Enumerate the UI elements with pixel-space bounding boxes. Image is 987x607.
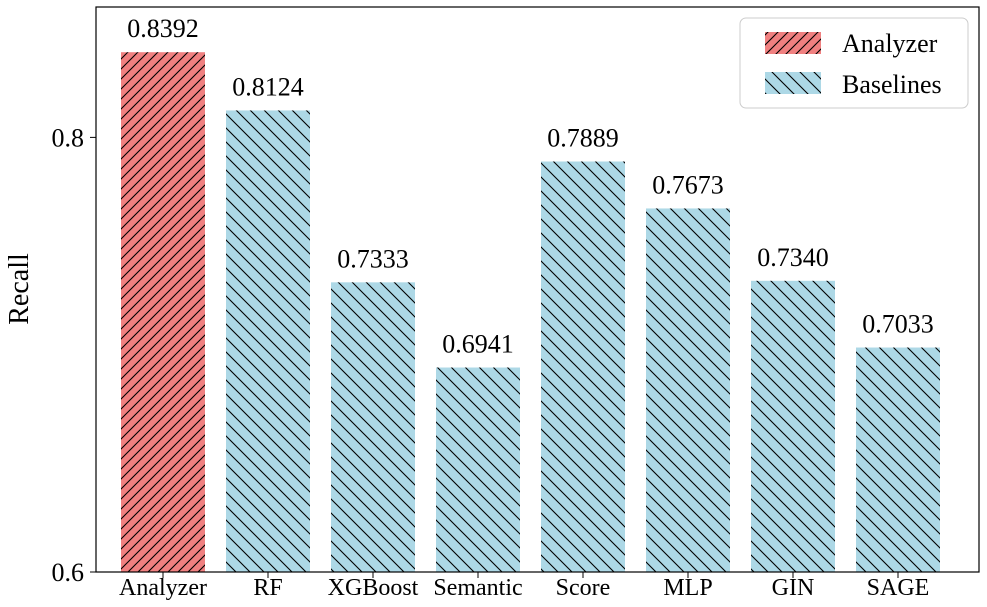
value-label-analyzer: 0.8392 [127, 14, 199, 43]
value-label-xgboost: 0.7333 [337, 244, 409, 273]
value-labels: 0.8392 0.8124 0.7333 0.6941 0.7889 0.7673 0.73… [127, 14, 934, 358]
bar-mlp [646, 208, 730, 573]
bar-rf [226, 110, 310, 572]
bar-sage [856, 347, 940, 572]
x-axis-ticks: Analyzer RF XGBoost Semantic Score MLP GIN SAGE [119, 572, 929, 601]
bars [121, 52, 940, 573]
bar-score [541, 161, 625, 572]
y-tick-label: 0.8 [52, 123, 85, 152]
x-tick-label-gin: GIN [772, 575, 815, 601]
x-tick-label-analyzer: Analyzer [119, 575, 207, 601]
x-tick-label-sage: SAGE [867, 575, 930, 601]
value-label-score: 0.7889 [547, 124, 619, 153]
value-label-rf: 0.8124 [232, 72, 304, 101]
legend-swatch-analyzer [765, 32, 821, 54]
bar-semantic [436, 367, 520, 572]
bar-analyzer [121, 52, 205, 572]
y-axis-ticks: 0.6 0.8 [52, 123, 96, 587]
y-tick-label: 0.6 [52, 558, 85, 587]
x-tick-label-score: Score [556, 575, 611, 601]
plot-frame [95, 6, 980, 573]
legend-swatch-baselines [765, 72, 821, 94]
x-tick-label-xgboost: XGBoost [328, 575, 419, 601]
bar-gin [751, 280, 835, 572]
x-tick-label-rf: RF [253, 575, 282, 601]
y-axis-label: Recall [4, 253, 35, 325]
x-tick-label-semantic: Semantic [433, 575, 522, 601]
value-label-sage: 0.7033 [862, 310, 934, 339]
value-label-semantic: 0.6941 [442, 330, 514, 359]
legend-label-analyzer: Analyzer [842, 29, 938, 58]
legend-label-baselines: Baselines [842, 70, 942, 99]
bar-xgboost [331, 282, 415, 572]
value-label-mlp: 0.7673 [652, 170, 724, 199]
legend: Analyzer Baselines [739, 17, 969, 109]
x-tick-label-mlp: MLP [663, 575, 712, 601]
value-label-gin: 0.7340 [757, 243, 829, 272]
